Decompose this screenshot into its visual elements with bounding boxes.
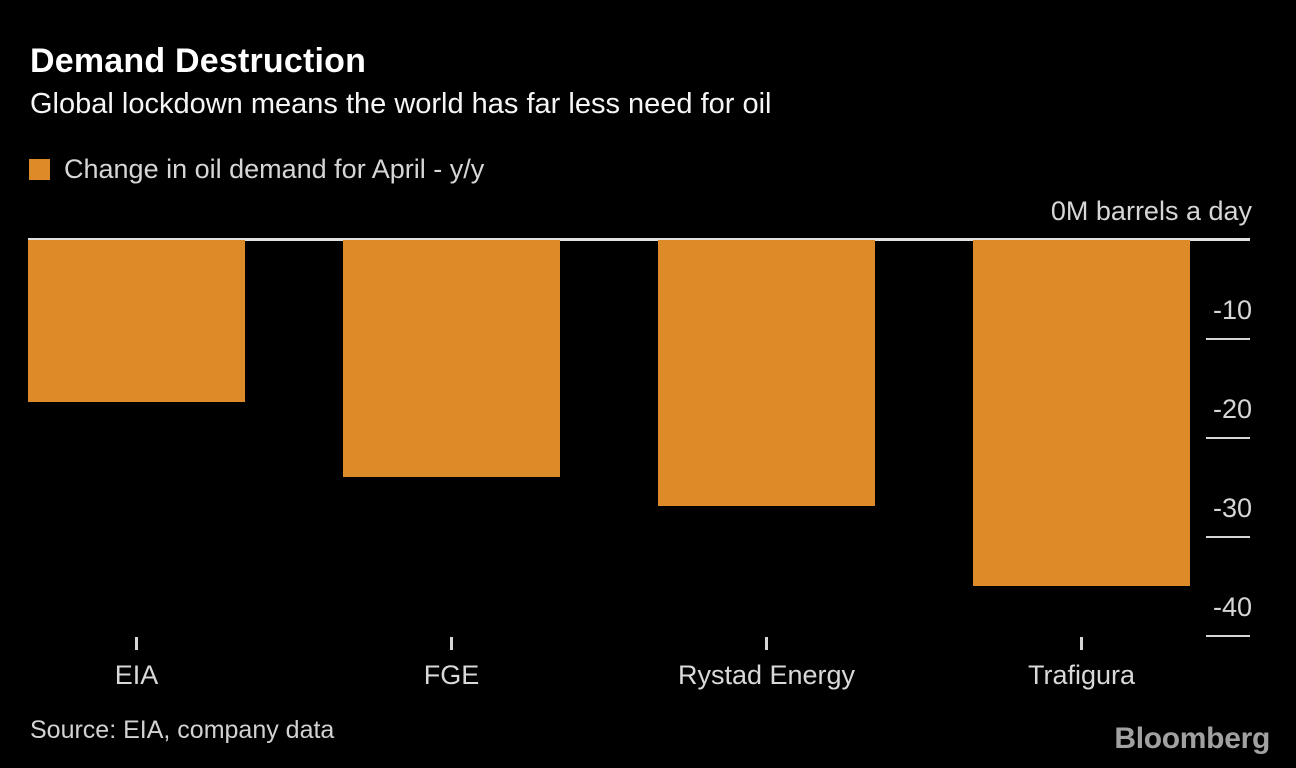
bar-rystad-energy bbox=[658, 240, 875, 506]
x-tick-fge bbox=[450, 637, 453, 650]
chart-subtitle: Global lockdown means the world has far … bbox=[30, 88, 772, 120]
zero-baseline bbox=[28, 238, 1250, 241]
legend-label: Change in oil demand for April - y/y bbox=[64, 154, 485, 184]
x-label-eia: EIA bbox=[114, 660, 159, 690]
y-tick-label-10: -10 bbox=[1212, 295, 1252, 325]
bar-eia bbox=[28, 240, 245, 402]
y-axis-unit-label: 0M barrels a day bbox=[1050, 196, 1252, 226]
chart-title: Demand Destruction bbox=[30, 42, 367, 80]
y-tick-label-30: -30 bbox=[1212, 493, 1252, 523]
y-tick-label-20: -20 bbox=[1212, 394, 1252, 424]
y-tick-dash-30 bbox=[1206, 536, 1250, 538]
legend-swatch-icon bbox=[29, 159, 50, 180]
x-tick-rystad-energy bbox=[765, 637, 768, 650]
y-tick-dash-10 bbox=[1206, 338, 1250, 340]
x-tick-trafigura bbox=[1080, 637, 1083, 650]
source-note: Source: EIA, company data bbox=[30, 716, 335, 744]
y-tick-dash-40 bbox=[1206, 635, 1250, 637]
x-tick-eia bbox=[135, 637, 138, 650]
y-tick-dash-20 bbox=[1206, 437, 1250, 439]
y-tick-label-40: -40 bbox=[1212, 592, 1252, 622]
x-label-trafigura: Trafigura bbox=[1027, 660, 1136, 690]
x-label-fge: FGE bbox=[423, 660, 480, 690]
bloomberg-logo: Bloomberg bbox=[1114, 722, 1270, 755]
x-label-rystad-energy: Rystad Energy bbox=[677, 660, 856, 690]
bar-fge bbox=[343, 240, 560, 477]
bar-trafigura bbox=[973, 240, 1190, 586]
legend: Change in oil demand for April - y/y bbox=[29, 154, 484, 185]
